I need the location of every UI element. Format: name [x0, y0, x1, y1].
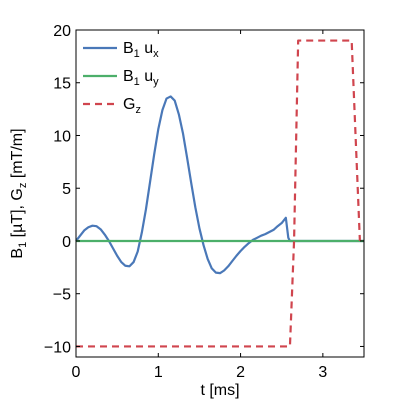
x-tick-label: 3	[318, 364, 327, 381]
plot-frame	[75, 29, 365, 358]
y-axis-label-sub-z: z	[17, 183, 29, 189]
legend-label-0: B1 ux	[123, 40, 159, 60]
y-tick-label: 10	[53, 128, 71, 145]
x-tick-label: 1	[154, 364, 163, 381]
x-tick-label: 2	[236, 364, 245, 381]
series-line-0	[75, 95, 364, 275]
y-tick-label: 0	[62, 234, 71, 251]
x-tick-label: 0	[72, 364, 81, 381]
legend-label-2: Gz	[123, 96, 141, 116]
y-tick-label: 15	[53, 76, 71, 93]
y-tick-label: −5	[53, 287, 71, 304]
y-tick-label: 20	[53, 23, 71, 40]
x-axis-label: t [ms]	[200, 382, 239, 399]
y-tick-label: −10	[44, 339, 71, 356]
legend: B1 ux B1 uy Gz	[83, 40, 159, 116]
y-tick-label: 5	[62, 181, 71, 198]
y-axis-label-sub-1: 1	[17, 242, 29, 248]
legend-label-1: B1 uy	[123, 68, 159, 88]
axis-ticks: 0 1 2 3 −10 −5 0 5 10 15 20	[44, 23, 364, 381]
y-axis-label: B1 [µT], Gz [mT/m]	[9, 128, 29, 258]
series-line-2	[76, 39, 361, 348]
plot-marks	[75, 39, 364, 348]
y-axis-label-part-2: [µT], G	[9, 188, 26, 242]
y-axis-label-part-3: [mT/m]	[9, 128, 26, 182]
y-axis-label-b: B	[9, 248, 26, 259]
